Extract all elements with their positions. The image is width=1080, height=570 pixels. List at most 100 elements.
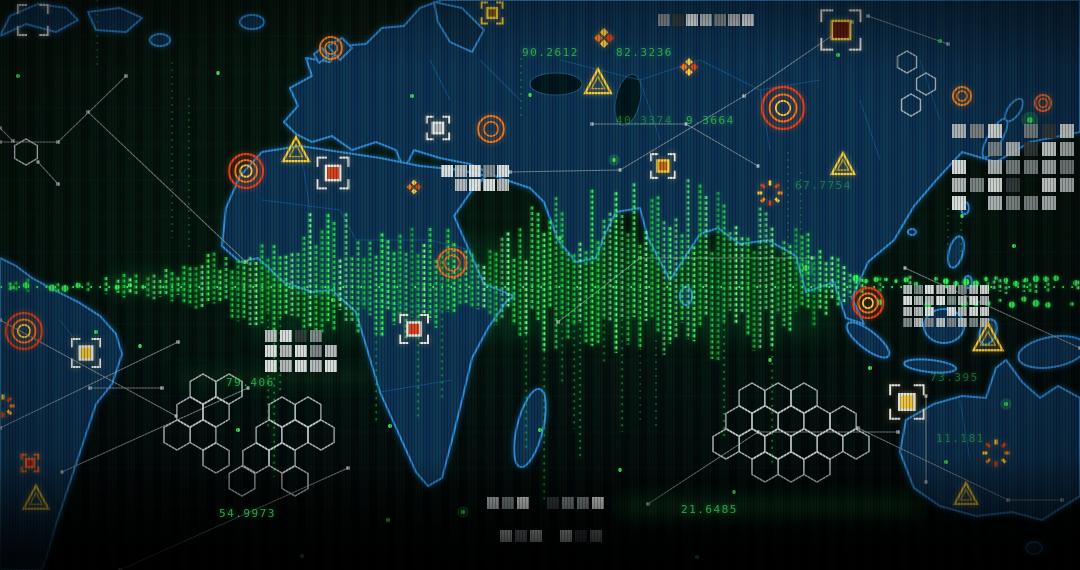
data-dot: [461, 510, 465, 514]
data-dot: [528, 93, 532, 97]
pixel-cell: [728, 14, 740, 26]
data-dot: [138, 344, 142, 348]
pixel-cell: [517, 497, 529, 509]
pixel-cell: [958, 307, 967, 316]
pixel-cell: [936, 318, 945, 327]
pixel-cell: [1042, 142, 1056, 156]
data-dot: [618, 468, 622, 472]
pixel-cell: [325, 345, 337, 357]
pixel-cell: [742, 14, 754, 26]
circuit-line: [87, 111, 247, 263]
pixel-cell: [1060, 160, 1074, 174]
pixel-cell: [1006, 178, 1020, 192]
pixel-cell: [310, 360, 322, 372]
pixel-cell: [672, 14, 684, 26]
pixel-cell: [483, 165, 495, 177]
pixel-cell: [947, 318, 956, 327]
hexagon-cell: [712, 428, 740, 460]
data-dot: [331, 298, 335, 302]
data-dot: [300, 554, 304, 558]
pixel-cell: [969, 285, 978, 294]
data-dot: [836, 53, 840, 57]
data-dot: [1004, 402, 1008, 406]
data-dot: [768, 358, 772, 362]
pixel-cell: [914, 307, 923, 316]
pixel-cell: [1042, 196, 1056, 210]
data-dot: [410, 94, 414, 98]
pixel-cell: [952, 196, 966, 210]
pixel-cell: [441, 165, 453, 177]
data-dot: [803, 265, 809, 271]
pixel-cell: [502, 497, 514, 509]
pixel-cell: [295, 345, 307, 357]
pixel-cell: [914, 318, 923, 327]
hexagon-cell: [842, 428, 870, 460]
pixel-cell: [980, 285, 989, 294]
pixel-cell: [1042, 178, 1056, 192]
pixel-cell: [530, 530, 542, 542]
pixel-cell: [280, 360, 292, 372]
pixel-cell: [903, 296, 912, 305]
pixel-cell: [952, 178, 966, 192]
pixel-cell: [295, 360, 307, 372]
pixel-cell: [970, 124, 984, 138]
pixel-cell: [903, 285, 912, 294]
pixel-cell: [497, 179, 509, 191]
circuit-line: [0, 127, 14, 142]
pixel-cell: [1024, 196, 1038, 210]
pixel-cell: [914, 285, 923, 294]
pixel-cell: [952, 160, 966, 174]
pixel-cell: [1006, 142, 1020, 156]
pixel-cell: [958, 296, 967, 305]
data-dot: [94, 330, 98, 334]
pixel-cell: [265, 345, 277, 357]
data-dot: [944, 460, 948, 464]
pixel-cell: [988, 178, 1002, 192]
pixel-cell: [515, 530, 527, 542]
pixel-cell: [295, 330, 307, 342]
data-dot: [695, 555, 699, 559]
pixel-cell: [469, 165, 481, 177]
pixel-cell: [1006, 196, 1020, 210]
pixel-cell: [1042, 160, 1056, 174]
pixel-cell: [658, 14, 670, 26]
pixel-cell: [936, 285, 945, 294]
pixel-cell: [700, 14, 712, 26]
pixel-cell: [969, 318, 978, 327]
pixel-cell: [280, 345, 292, 357]
pixel-cell: [547, 497, 559, 509]
pixel-cell: [686, 14, 698, 26]
pixel-cell: [1060, 124, 1074, 138]
pixel-cell: [590, 530, 602, 542]
pixel-cell: [914, 296, 923, 305]
data-dot: [386, 518, 390, 522]
pixel-cell: [936, 296, 945, 305]
pixel-cell: [1024, 160, 1038, 174]
pixel-cell: [925, 318, 934, 327]
pixel-cell: [925, 307, 934, 316]
pixel-cell: [1024, 142, 1038, 156]
pixel-cell: [988, 124, 1002, 138]
pixel-cell: [970, 178, 984, 192]
data-dot: [960, 214, 964, 218]
pixel-cell: [455, 165, 467, 177]
pixel-cell: [1024, 124, 1038, 138]
pixel-cell: [969, 307, 978, 316]
pixel-cell: [1006, 160, 1020, 174]
pixel-cell: [958, 285, 967, 294]
pixel-cell: [988, 196, 1002, 210]
hexagon-cell: [777, 451, 805, 483]
pixel-cell: [903, 318, 912, 327]
pixel-cell: [487, 497, 499, 509]
data-dot: [216, 71, 220, 75]
pixel-cell: [455, 179, 467, 191]
pixel-cell: [988, 142, 1002, 156]
pixel-cell: [497, 165, 509, 177]
pixel-cell: [577, 497, 589, 509]
data-dot: [236, 428, 240, 432]
pixel-cell: [560, 530, 572, 542]
pixel-cell: [325, 360, 337, 372]
pixel-cell: [1060, 178, 1074, 192]
